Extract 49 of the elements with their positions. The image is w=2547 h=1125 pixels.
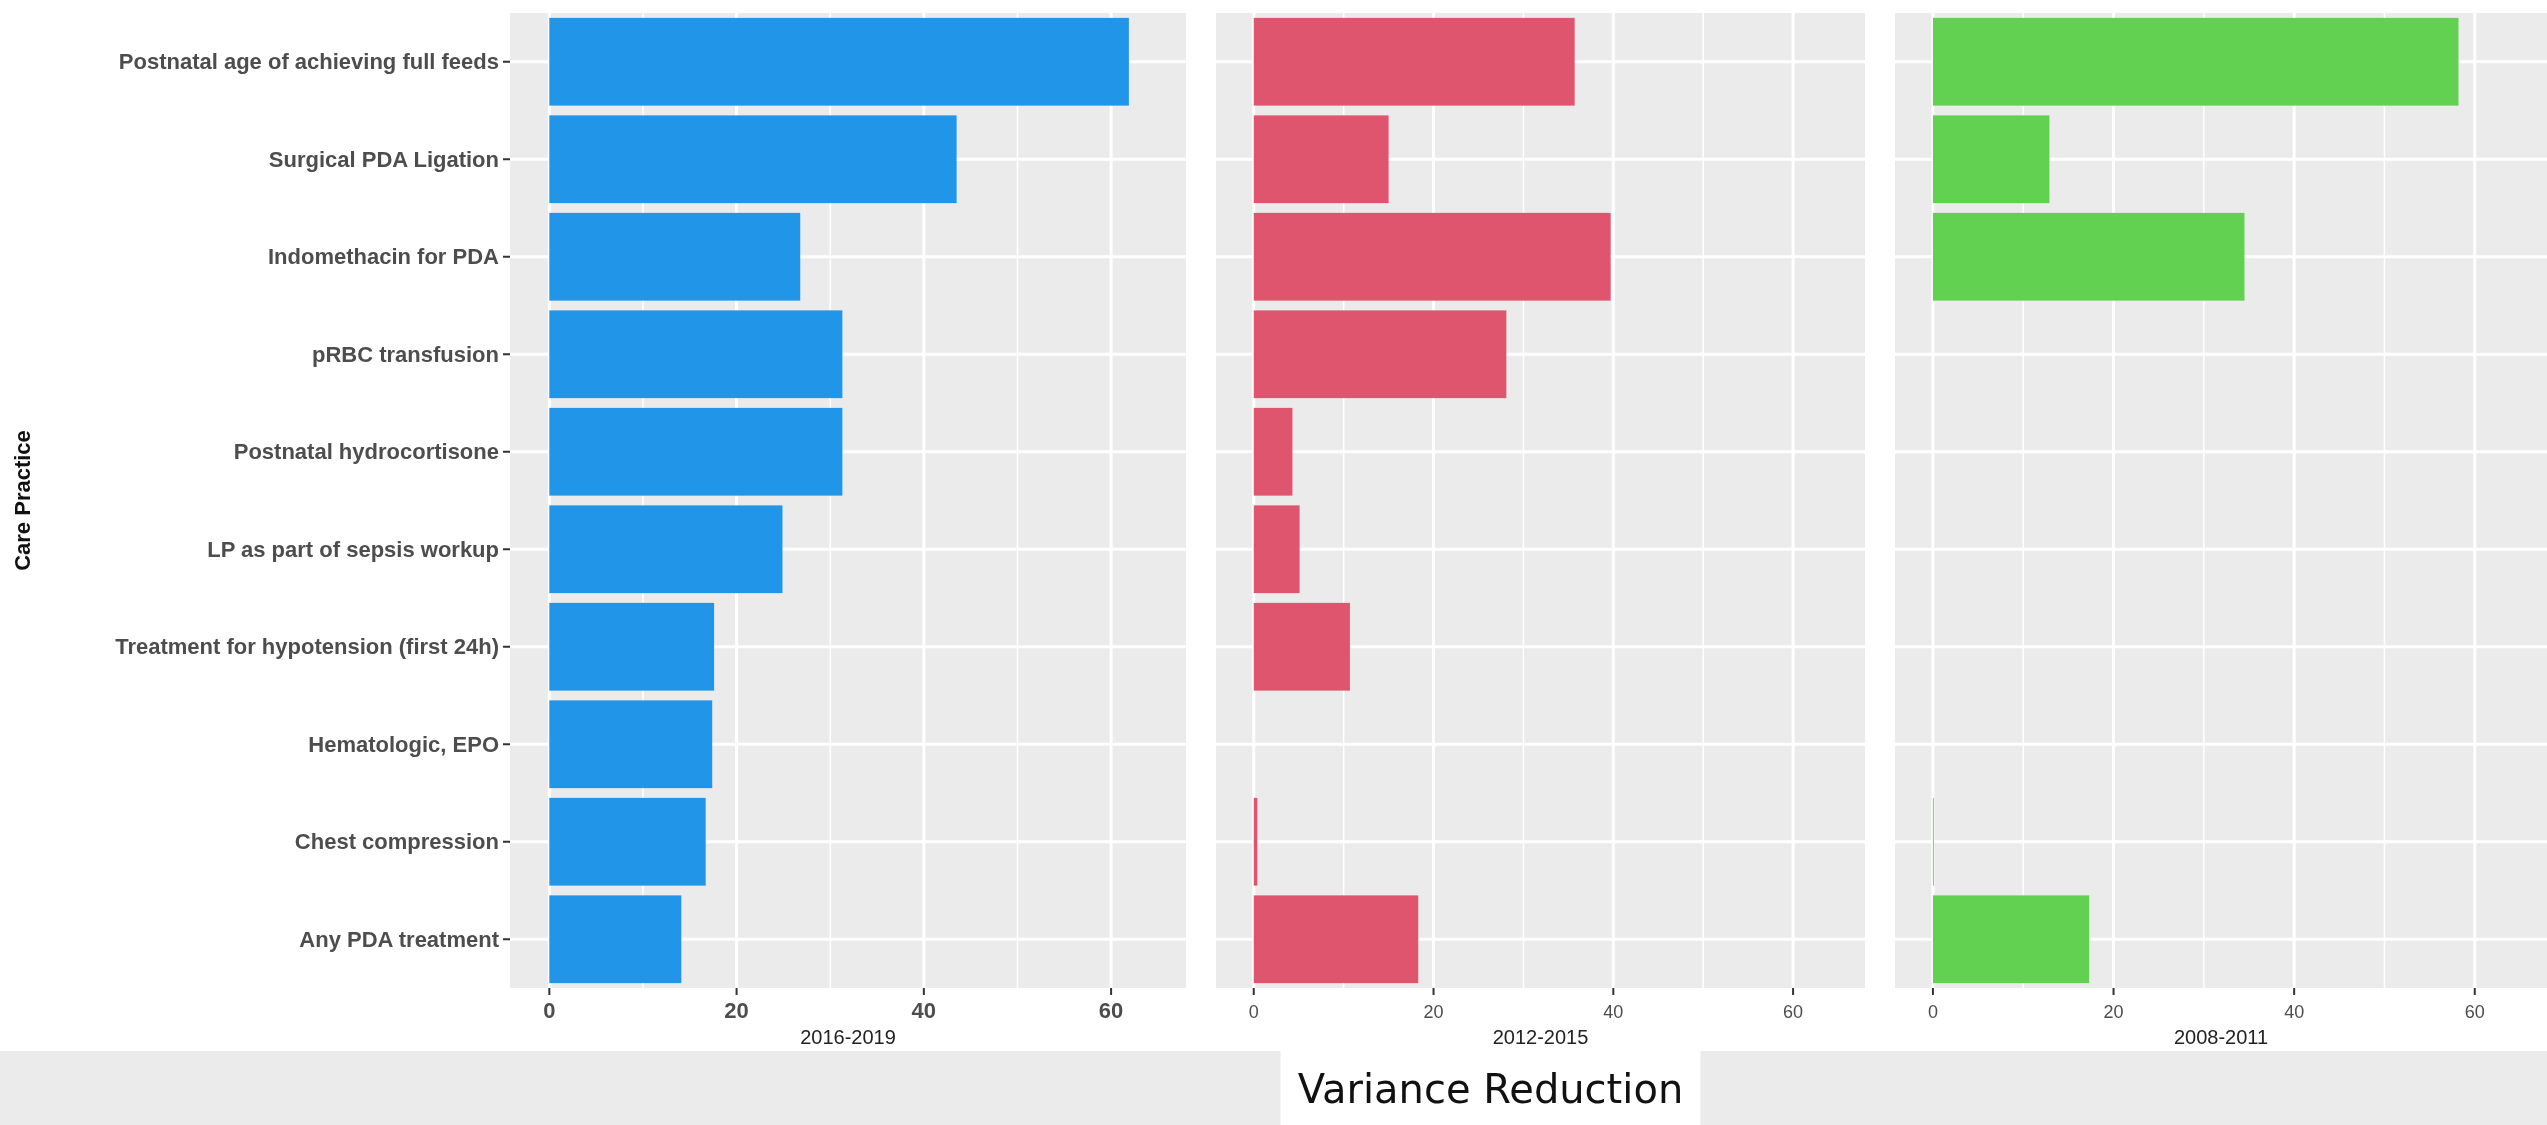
bar	[549, 895, 682, 984]
x-tick-label: 20	[724, 998, 749, 1023]
bar	[1253, 310, 1507, 399]
y-tick-label: LP as part of sepsis workup	[207, 536, 499, 562]
x-tick-label: 20	[2103, 1002, 2124, 1022]
x-tick-label: 40	[911, 998, 937, 1023]
bar	[1253, 895, 1419, 984]
bar	[1253, 115, 1389, 204]
x-tick-label: 60	[2464, 1002, 2485, 1022]
bar	[1253, 505, 1300, 594]
bar	[1932, 895, 2090, 984]
y-tick-label: Postnatal hydrocortisone	[233, 439, 499, 465]
y-axis-title: Care Practice	[10, 430, 35, 571]
bar	[1253, 212, 1611, 301]
x-tick-label: 60	[1783, 1002, 1804, 1022]
bar	[549, 602, 715, 691]
bar	[1253, 17, 1575, 106]
bar	[549, 115, 957, 204]
x-tick-label: 0	[1248, 1002, 1259, 1022]
x-tick-label: 40	[1603, 1002, 1624, 1022]
x-axis-title: 2012-2015	[1492, 1026, 1589, 1048]
bar	[1253, 602, 1350, 691]
y-tick-label: pRBC transfusion	[312, 341, 499, 367]
bar	[549, 407, 843, 496]
x-tick-label: 40	[2284, 1002, 2305, 1022]
bar	[1253, 407, 1293, 496]
y-tick-label: Any PDA treatment	[299, 926, 500, 952]
x-tick-label: 0	[1927, 1002, 1938, 1022]
bar	[549, 700, 713, 789]
x-tick-label: 20	[1423, 1002, 1444, 1022]
y-tick-label: Hematologic, EPO	[308, 731, 499, 757]
bar	[549, 17, 1129, 106]
y-tick-label: Surgical PDA Ligation	[268, 146, 499, 172]
y-tick-label: Postnatal age of achieving full feeds	[118, 49, 499, 75]
bar	[1932, 17, 2459, 106]
x-tick-label: 60	[1098, 998, 1124, 1023]
x-axis-title: 2016-2019	[800, 1026, 896, 1048]
bar	[1932, 115, 2050, 204]
y-tick-label: Treatment for hypotension (first 24h)	[115, 634, 499, 660]
bar	[1932, 212, 2245, 301]
bar	[549, 310, 843, 399]
y-tick-label: Indomethacin for PDA	[267, 244, 500, 270]
bar	[549, 212, 801, 301]
y-tick-label: Chest compression	[294, 829, 499, 855]
bar	[549, 505, 783, 594]
x-axis-title: 2008-2011	[2173, 1026, 2269, 1048]
text: Variance Reduction	[1297, 1066, 1684, 1112]
bar	[549, 797, 706, 886]
x-tick-label: 0	[543, 998, 556, 1023]
